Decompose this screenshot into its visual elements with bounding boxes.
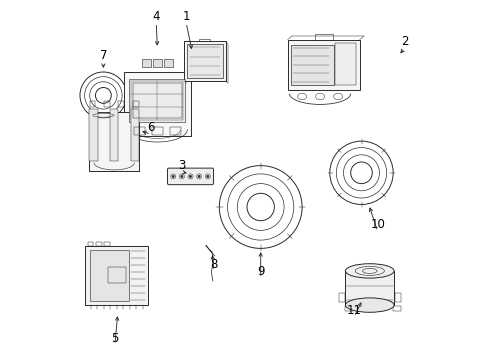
Bar bbox=[89, 112, 139, 171]
Bar bbox=[184, 41, 225, 81]
Bar bbox=[89, 250, 128, 301]
Text: 4: 4 bbox=[152, 10, 160, 23]
Bar bbox=[104, 242, 109, 246]
Text: 10: 10 bbox=[369, 219, 385, 231]
Bar bbox=[124, 72, 190, 136]
Circle shape bbox=[180, 175, 183, 178]
Bar bbox=[338, 292, 344, 301]
Circle shape bbox=[171, 175, 174, 178]
Bar bbox=[85, 246, 148, 305]
Bar bbox=[163, 59, 172, 67]
Bar bbox=[153, 59, 162, 67]
Text: 2: 2 bbox=[400, 35, 407, 48]
Bar bbox=[107, 267, 125, 283]
Bar bbox=[152, 127, 163, 135]
Bar bbox=[89, 109, 98, 161]
FancyBboxPatch shape bbox=[167, 168, 213, 185]
Bar bbox=[104, 101, 110, 107]
Text: 7: 7 bbox=[100, 49, 107, 62]
Bar bbox=[129, 79, 185, 122]
Text: 5: 5 bbox=[111, 332, 119, 345]
Text: 1: 1 bbox=[182, 10, 189, 23]
Bar bbox=[314, 34, 332, 40]
Bar bbox=[345, 271, 393, 305]
Bar bbox=[344, 306, 352, 310]
Bar bbox=[133, 82, 182, 118]
Bar bbox=[392, 306, 401, 310]
Bar bbox=[142, 59, 151, 67]
Text: 8: 8 bbox=[210, 258, 217, 271]
Bar bbox=[118, 101, 124, 107]
Ellipse shape bbox=[345, 264, 393, 278]
Bar bbox=[96, 242, 102, 246]
Bar bbox=[291, 45, 334, 85]
Bar bbox=[87, 242, 93, 246]
Bar bbox=[133, 101, 139, 107]
Text: 11: 11 bbox=[346, 304, 361, 317]
Circle shape bbox=[206, 175, 209, 178]
Ellipse shape bbox=[345, 298, 393, 312]
Circle shape bbox=[197, 175, 200, 178]
Bar bbox=[287, 40, 359, 90]
Bar bbox=[199, 39, 210, 41]
Ellipse shape bbox=[89, 113, 117, 118]
Text: 9: 9 bbox=[256, 265, 264, 278]
Bar bbox=[89, 101, 95, 107]
Bar bbox=[110, 109, 118, 161]
Bar bbox=[187, 44, 222, 78]
Circle shape bbox=[189, 175, 192, 178]
Bar bbox=[130, 109, 139, 161]
Bar bbox=[394, 292, 400, 301]
Text: 3: 3 bbox=[178, 159, 185, 172]
Polygon shape bbox=[334, 43, 355, 85]
Bar bbox=[170, 127, 181, 135]
Text: 6: 6 bbox=[147, 121, 154, 134]
Bar bbox=[134, 127, 144, 135]
